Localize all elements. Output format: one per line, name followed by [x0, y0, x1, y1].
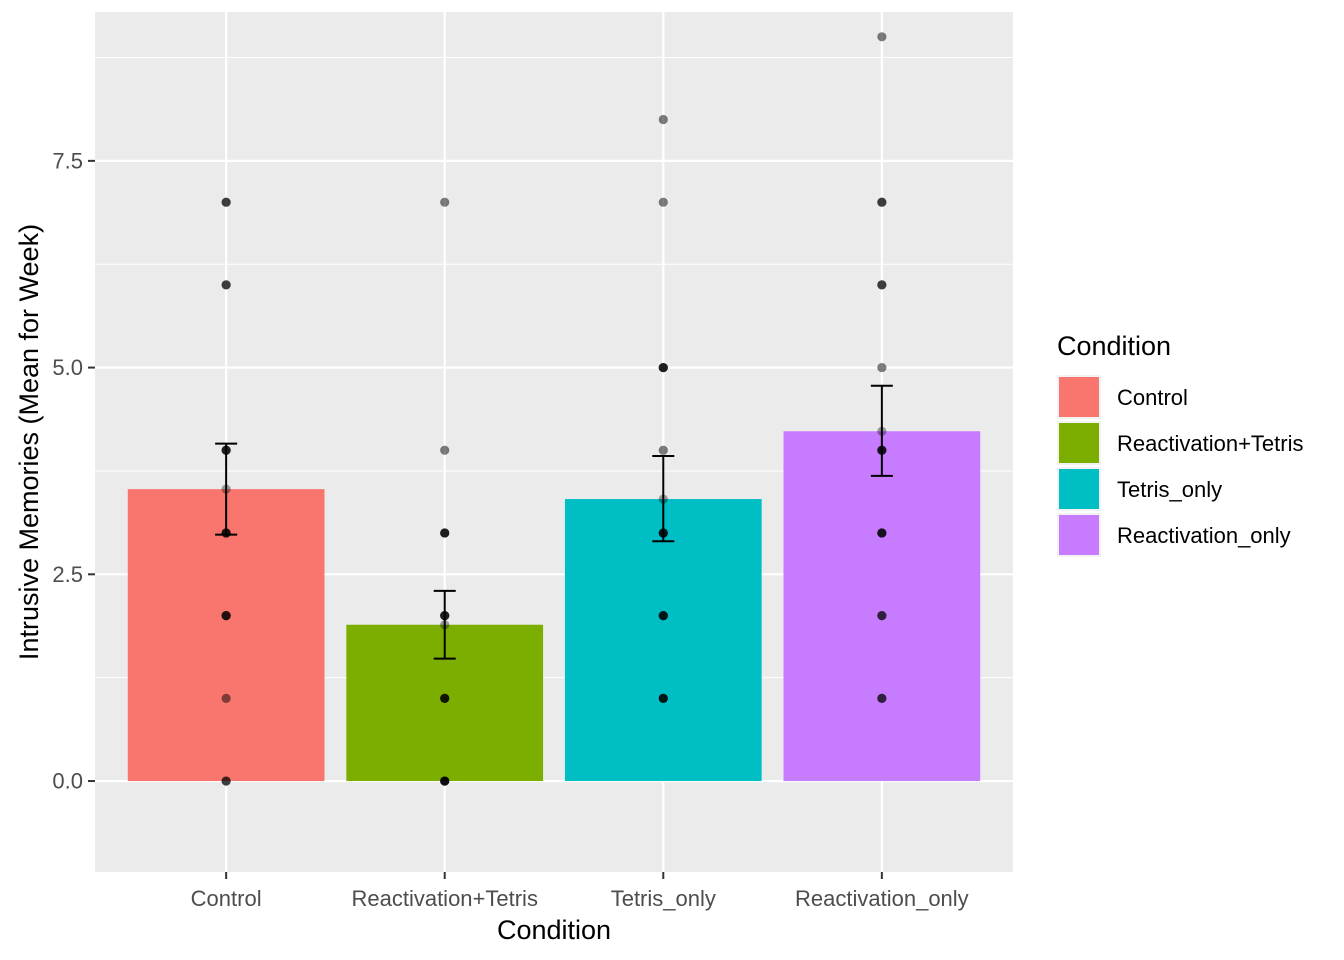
data-point: [221, 776, 231, 786]
data-point: [877, 197, 887, 207]
data-point: [440, 528, 450, 538]
y-axis-title: Intrusive Memories (Mean for Week): [14, 224, 44, 660]
legend-title: Condition: [1057, 331, 1171, 361]
y-tick-label: 0.0: [52, 769, 83, 794]
data-point: [877, 611, 887, 621]
bar-reactivation-only: [783, 431, 981, 782]
data-point: [221, 611, 231, 621]
data-point: [221, 693, 231, 703]
data-point: [440, 197, 450, 207]
data-point: [658, 445, 668, 455]
data-point: [658, 197, 668, 207]
data-point: [658, 693, 668, 703]
data-point: [877, 32, 887, 42]
data-point: [440, 776, 450, 786]
x-tick-label: Reactivation_only: [795, 886, 969, 911]
bars: [127, 431, 981, 782]
error-bars: [215, 384, 893, 660]
data-point: [877, 693, 887, 703]
data-point: [440, 445, 450, 455]
data-point: [440, 693, 450, 703]
y-axis: 0.0 2.5 5.0 7.5: [52, 148, 95, 794]
legend-swatch: [1059, 423, 1099, 463]
legend-swatch: [1059, 469, 1099, 509]
y-tick-label: 5.0: [52, 355, 83, 380]
y-tick-label: 7.5: [52, 148, 83, 173]
data-point: [877, 280, 887, 290]
data-point: [877, 528, 887, 538]
data-point: [877, 362, 887, 373]
data-point: [221, 197, 231, 207]
x-axis: Control Reactivation+Tetris Tetris_only Rea…: [191, 872, 969, 911]
legend-swatch: [1059, 377, 1099, 417]
data-point: [658, 114, 668, 125]
y-tick-label: 2.5: [52, 562, 83, 587]
legend: Condition Control Reactivation+Tetris Tetr…: [1057, 331, 1303, 557]
legend-label: Reactivation_only: [1117, 523, 1291, 548]
bar-tetris-only: [564, 499, 762, 782]
data-point: [221, 280, 231, 290]
x-tick-label: Control: [191, 886, 262, 911]
legend-label: Tetris_only: [1117, 477, 1222, 502]
x-axis-title: Condition: [497, 915, 611, 945]
bar-control: [127, 489, 325, 782]
x-tick-label: Tetris_only: [611, 886, 716, 911]
legend-label: Control: [1117, 385, 1188, 410]
data-point: [658, 362, 668, 373]
legend-swatch: [1059, 515, 1099, 555]
data-point: [658, 611, 668, 621]
legend-label: Reactivation+Tetris: [1117, 431, 1303, 456]
x-tick-label: Reactivation+Tetris: [351, 886, 537, 911]
